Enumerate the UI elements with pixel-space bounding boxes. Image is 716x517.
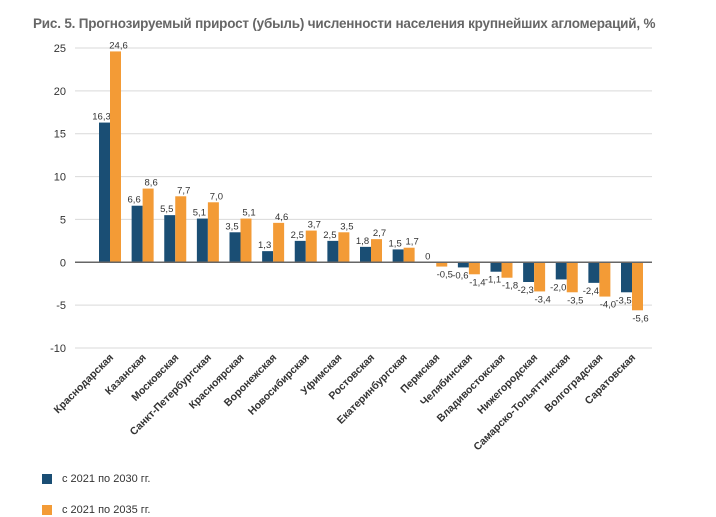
bar-2030 — [164, 215, 176, 263]
data-label: 7,7 — [177, 185, 190, 196]
y-tick-label: 10 — [54, 172, 66, 184]
y-tick-label: 5 — [60, 214, 66, 226]
bar-2035 — [599, 262, 611, 297]
legend-item-2030: с 2021 по 2030 гг. — [42, 473, 150, 485]
bar-2030 — [327, 240, 339, 263]
data-label: -1,1 — [485, 275, 501, 286]
data-label: 6,6 — [128, 195, 141, 206]
data-label: 1,5 — [389, 238, 402, 249]
data-label: -0,6 — [452, 270, 468, 281]
data-label: -2,3 — [517, 285, 533, 296]
bar-2035 — [436, 262, 448, 267]
bar-2035 — [240, 218, 252, 263]
data-label: -3,4 — [534, 294, 550, 305]
bar-2030 — [131, 205, 143, 263]
legend-label-2035: с 2021 по 2035 гг. — [62, 504, 151, 516]
data-label: 1,3 — [258, 240, 271, 251]
data-label: -0,5 — [437, 270, 453, 281]
data-label: 24,6 — [109, 40, 128, 51]
data-label: -3,5 — [567, 295, 583, 306]
x-tick-label: Волгоградская — [542, 352, 605, 415]
legend-swatch-2030 — [42, 474, 52, 484]
bar-2030 — [360, 246, 371, 263]
data-label: 0 — [425, 251, 430, 262]
bar-2035 — [338, 232, 350, 263]
legend-swatch-2035 — [42, 505, 52, 515]
y-tick-label: 20 — [54, 86, 66, 98]
data-label: 3,5 — [225, 221, 238, 232]
y-tick-label: 15 — [54, 129, 66, 141]
bar-2035 — [534, 262, 546, 292]
y-tick-label: -5 — [56, 300, 66, 312]
data-label: 5,5 — [160, 204, 173, 215]
bar-2030 — [262, 251, 274, 263]
data-label: -3,5 — [615, 295, 631, 306]
y-tick-label: 25 — [54, 43, 66, 55]
bar-2035 — [175, 196, 187, 263]
data-label: 5,1 — [193, 208, 206, 219]
bar-2030 — [490, 262, 502, 272]
bar-2035 — [468, 262, 480, 275]
data-label: -2,4 — [583, 286, 599, 297]
data-label: -1,8 — [502, 281, 518, 292]
bar-2035 — [142, 188, 154, 263]
data-label: 2,5 — [291, 230, 304, 241]
bar-2035 — [207, 202, 219, 263]
bar-2030 — [621, 262, 632, 293]
bar-2030 — [392, 249, 404, 263]
legend-item-2035: с 2021 по 2035 гг. — [42, 504, 150, 516]
data-label: 3,7 — [308, 220, 321, 231]
bar-2030 — [457, 262, 469, 268]
bar-2035 — [305, 230, 317, 263]
data-label: 1,8 — [356, 236, 369, 247]
bar-2030 — [555, 262, 567, 280]
data-label: -2,0 — [550, 282, 566, 293]
data-label: 16,3 — [92, 112, 111, 123]
bar-2030 — [523, 262, 535, 282]
data-label: -5,6 — [632, 313, 648, 324]
bar-2030 — [294, 240, 306, 263]
data-label: 4,6 — [275, 212, 288, 223]
legend-label-2030: с 2021 по 2030 гг. — [62, 473, 151, 485]
bar-2030 — [588, 262, 600, 283]
y-tick-label: 0 — [60, 257, 66, 269]
y-tick-label: -10 — [50, 343, 66, 355]
data-label: 7,0 — [210, 191, 223, 202]
data-label: 5,1 — [242, 208, 255, 219]
chart-title: Рис. 5. Прогнозируемый прирост (убыль) ч… — [33, 16, 656, 31]
bar-2030 — [196, 218, 208, 263]
data-label: -1,4 — [469, 277, 485, 288]
bar-2035 — [566, 262, 578, 293]
data-label: -4,0 — [600, 300, 616, 311]
data-label: 8,6 — [145, 178, 158, 189]
x-tick-label: Краснодарская — [52, 352, 116, 416]
bar-2035 — [501, 262, 513, 278]
bar-2030 — [99, 122, 110, 263]
bar-2035 — [273, 222, 285, 263]
bar-2035 — [371, 239, 382, 263]
data-label: 2,7 — [373, 228, 386, 239]
data-label: 2,5 — [323, 230, 336, 241]
bar-2035 — [110, 51, 121, 263]
data-label: 1,7 — [406, 237, 419, 248]
bar-2035 — [403, 247, 415, 263]
bar-2030 — [229, 232, 241, 263]
data-label: 3,5 — [340, 221, 353, 232]
bar-2035 — [632, 262, 643, 311]
